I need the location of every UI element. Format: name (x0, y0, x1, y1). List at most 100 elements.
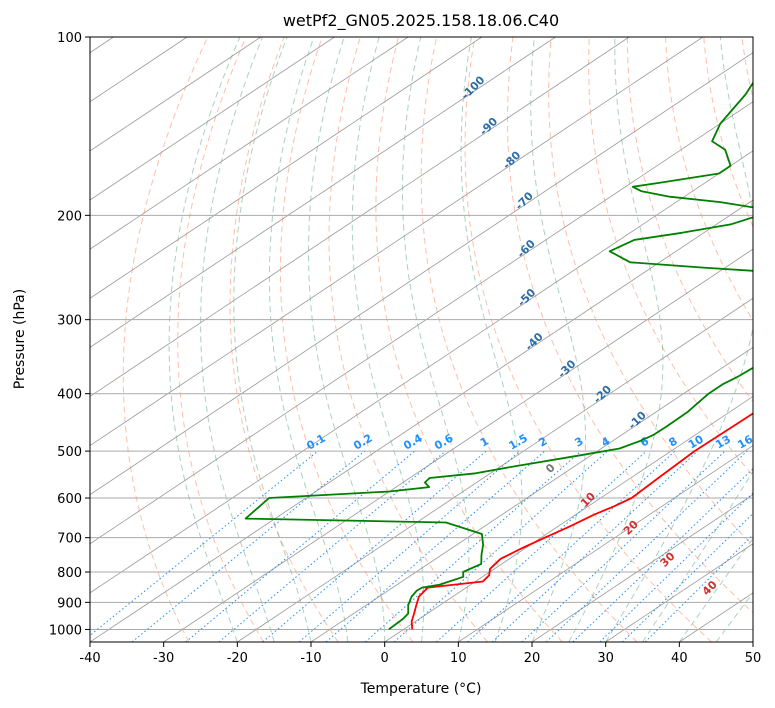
dry-adiabat-label: -100 (459, 73, 488, 102)
moist-adiabat-line (168, 37, 241, 642)
mixing-ratio-line (436, 450, 647, 642)
mixing-ratio-line (572, 468, 753, 642)
skewed-isotherms (90, 37, 753, 642)
isotherm-line (163, 248, 753, 642)
mixing-ratio-line (325, 450, 546, 642)
isotherm-line (90, 37, 262, 152)
x-axis-ticks: -40 -30 -20 -10 0 10 20 30 40 50 (79, 642, 761, 666)
moist-adiabat-line (460, 37, 523, 642)
y-tick-label: 500 (57, 445, 82, 460)
dry-adiabat-line (328, 37, 488, 642)
isobar-gridlines (90, 37, 753, 630)
isotherm-line (90, 37, 409, 250)
dry-adiabat-line (420, 37, 638, 642)
plot-area: 0.10.20.40.611.52346810131620253036-100-… (90, 37, 775, 642)
chart-title: wetPf2_GN05.2025.158.18.06.C40 (283, 11, 559, 31)
mixing-ratio-label: 8 (667, 435, 680, 450)
dry-adiabat-line (548, 37, 753, 547)
mixing-ratio-label: 2 (536, 435, 549, 450)
temperature-line (410, 412, 753, 630)
dry-adiabat-label: -60 (515, 237, 538, 260)
isotherm-line (679, 592, 753, 642)
x-tick-label: 20 (524, 651, 541, 666)
y-axis-label: Pressure (hPa) (12, 289, 28, 389)
isotherm-line (90, 150, 753, 594)
mixing-ratio-line (298, 450, 521, 642)
mixing-ratio-line (90, 450, 319, 637)
moist-adiabat-line (715, 591, 753, 642)
x-tick-label: -10 (300, 651, 321, 666)
sounding-series (244, 81, 753, 631)
dry-adiabat-line (665, 37, 753, 322)
mixing-ratio-label: 20 (760, 432, 775, 451)
mixing-ratio-line (644, 534, 753, 642)
isotherm-line (90, 101, 753, 545)
isotherm-line (310, 346, 753, 642)
mixing-ratio-label: 0.4 (401, 431, 425, 452)
isotherm-line (90, 37, 630, 397)
x-tick-label: -40 (79, 651, 100, 666)
dry-adiabat-line (229, 37, 339, 642)
dry-adiabat-line (177, 37, 264, 642)
mixing-ratio-line (599, 492, 753, 642)
mixing-ratio-line (262, 450, 487, 642)
isotherm-line (90, 199, 753, 642)
moist-adiabat-label: 30 (658, 549, 678, 569)
dry-adiabats (122, 37, 753, 642)
dry-adiabat-label: -90 (477, 115, 500, 138)
moist-adiabat-label: 0 (543, 461, 558, 476)
dry-adiabat-label: -50 (515, 286, 538, 309)
x-tick-label: -30 (153, 651, 174, 666)
moist-adiabat-line (642, 470, 753, 642)
x-tick-label: -20 (227, 651, 248, 666)
x-axis-label: Temperature (°C) (360, 681, 482, 697)
isotherm-line (458, 445, 753, 642)
y-tick-label: 800 (57, 566, 82, 581)
guide-line (201, 37, 275, 642)
isotherm-line (90, 37, 483, 299)
x-tick-label: 40 (671, 651, 688, 666)
dry-adiabat-line (280, 37, 414, 642)
dry-adiabat-line (703, 37, 753, 228)
mixing-ratio-line (185, 450, 416, 642)
isotherm-line (531, 494, 753, 642)
x-tick-label: 10 (450, 651, 467, 666)
y-tick-label: 200 (57, 209, 82, 224)
moist-adiabat-label: 10 (578, 490, 598, 510)
moist-adiabat-line (530, 37, 586, 642)
mixing-ratio-line (545, 450, 748, 642)
isotherm-line (90, 37, 335, 201)
guide-line (169, 37, 240, 642)
dry-adiabat-label: -30 (555, 357, 578, 380)
mixing-ratio-line (521, 450, 726, 642)
mixing-ratio-line (218, 450, 446, 642)
moist-adiabat-line (402, 37, 470, 642)
mixing-ratio-label: 10 (686, 432, 706, 451)
isotherm-line (384, 395, 753, 642)
dewpoint-line (244, 81, 753, 631)
mixing-ratio-line (364, 450, 582, 642)
mixing-ratio-label: 0.2 (351, 432, 374, 453)
dry-adiabat-line (627, 37, 753, 403)
dry-adiabat-line (588, 37, 753, 477)
moist-adiabat-line (605, 37, 753, 642)
dry-adiabat-label: -40 (523, 330, 546, 353)
y-tick-label: 300 (57, 314, 82, 329)
moist-adiabat-line (568, 37, 664, 642)
moist-adiabat-label: 20 (621, 518, 641, 538)
isotherm-line (237, 297, 753, 642)
dry-adiabat-line (464, 37, 713, 642)
x-tick-label: 0 (381, 651, 389, 666)
mixing-ratio-line (622, 512, 753, 642)
contour-labels: 0.10.20.40.611.52346810131620253036-100-… (304, 73, 775, 598)
x-tick-label: 30 (597, 651, 614, 666)
y-tick-label: 400 (57, 388, 82, 403)
dry-adiabat-label: -10 (626, 408, 649, 431)
moist-adiabat-label: 40 (700, 578, 720, 598)
mixing-ratio-label: 16 (735, 432, 755, 451)
y-tick-label: 1000 (49, 623, 82, 638)
isotherm-line (90, 37, 556, 348)
mixing-ratio-label: 0.1 (304, 432, 327, 453)
y-axis-ticks: 1000 900 800 700 600 500 400 300 200 100 (49, 31, 90, 638)
